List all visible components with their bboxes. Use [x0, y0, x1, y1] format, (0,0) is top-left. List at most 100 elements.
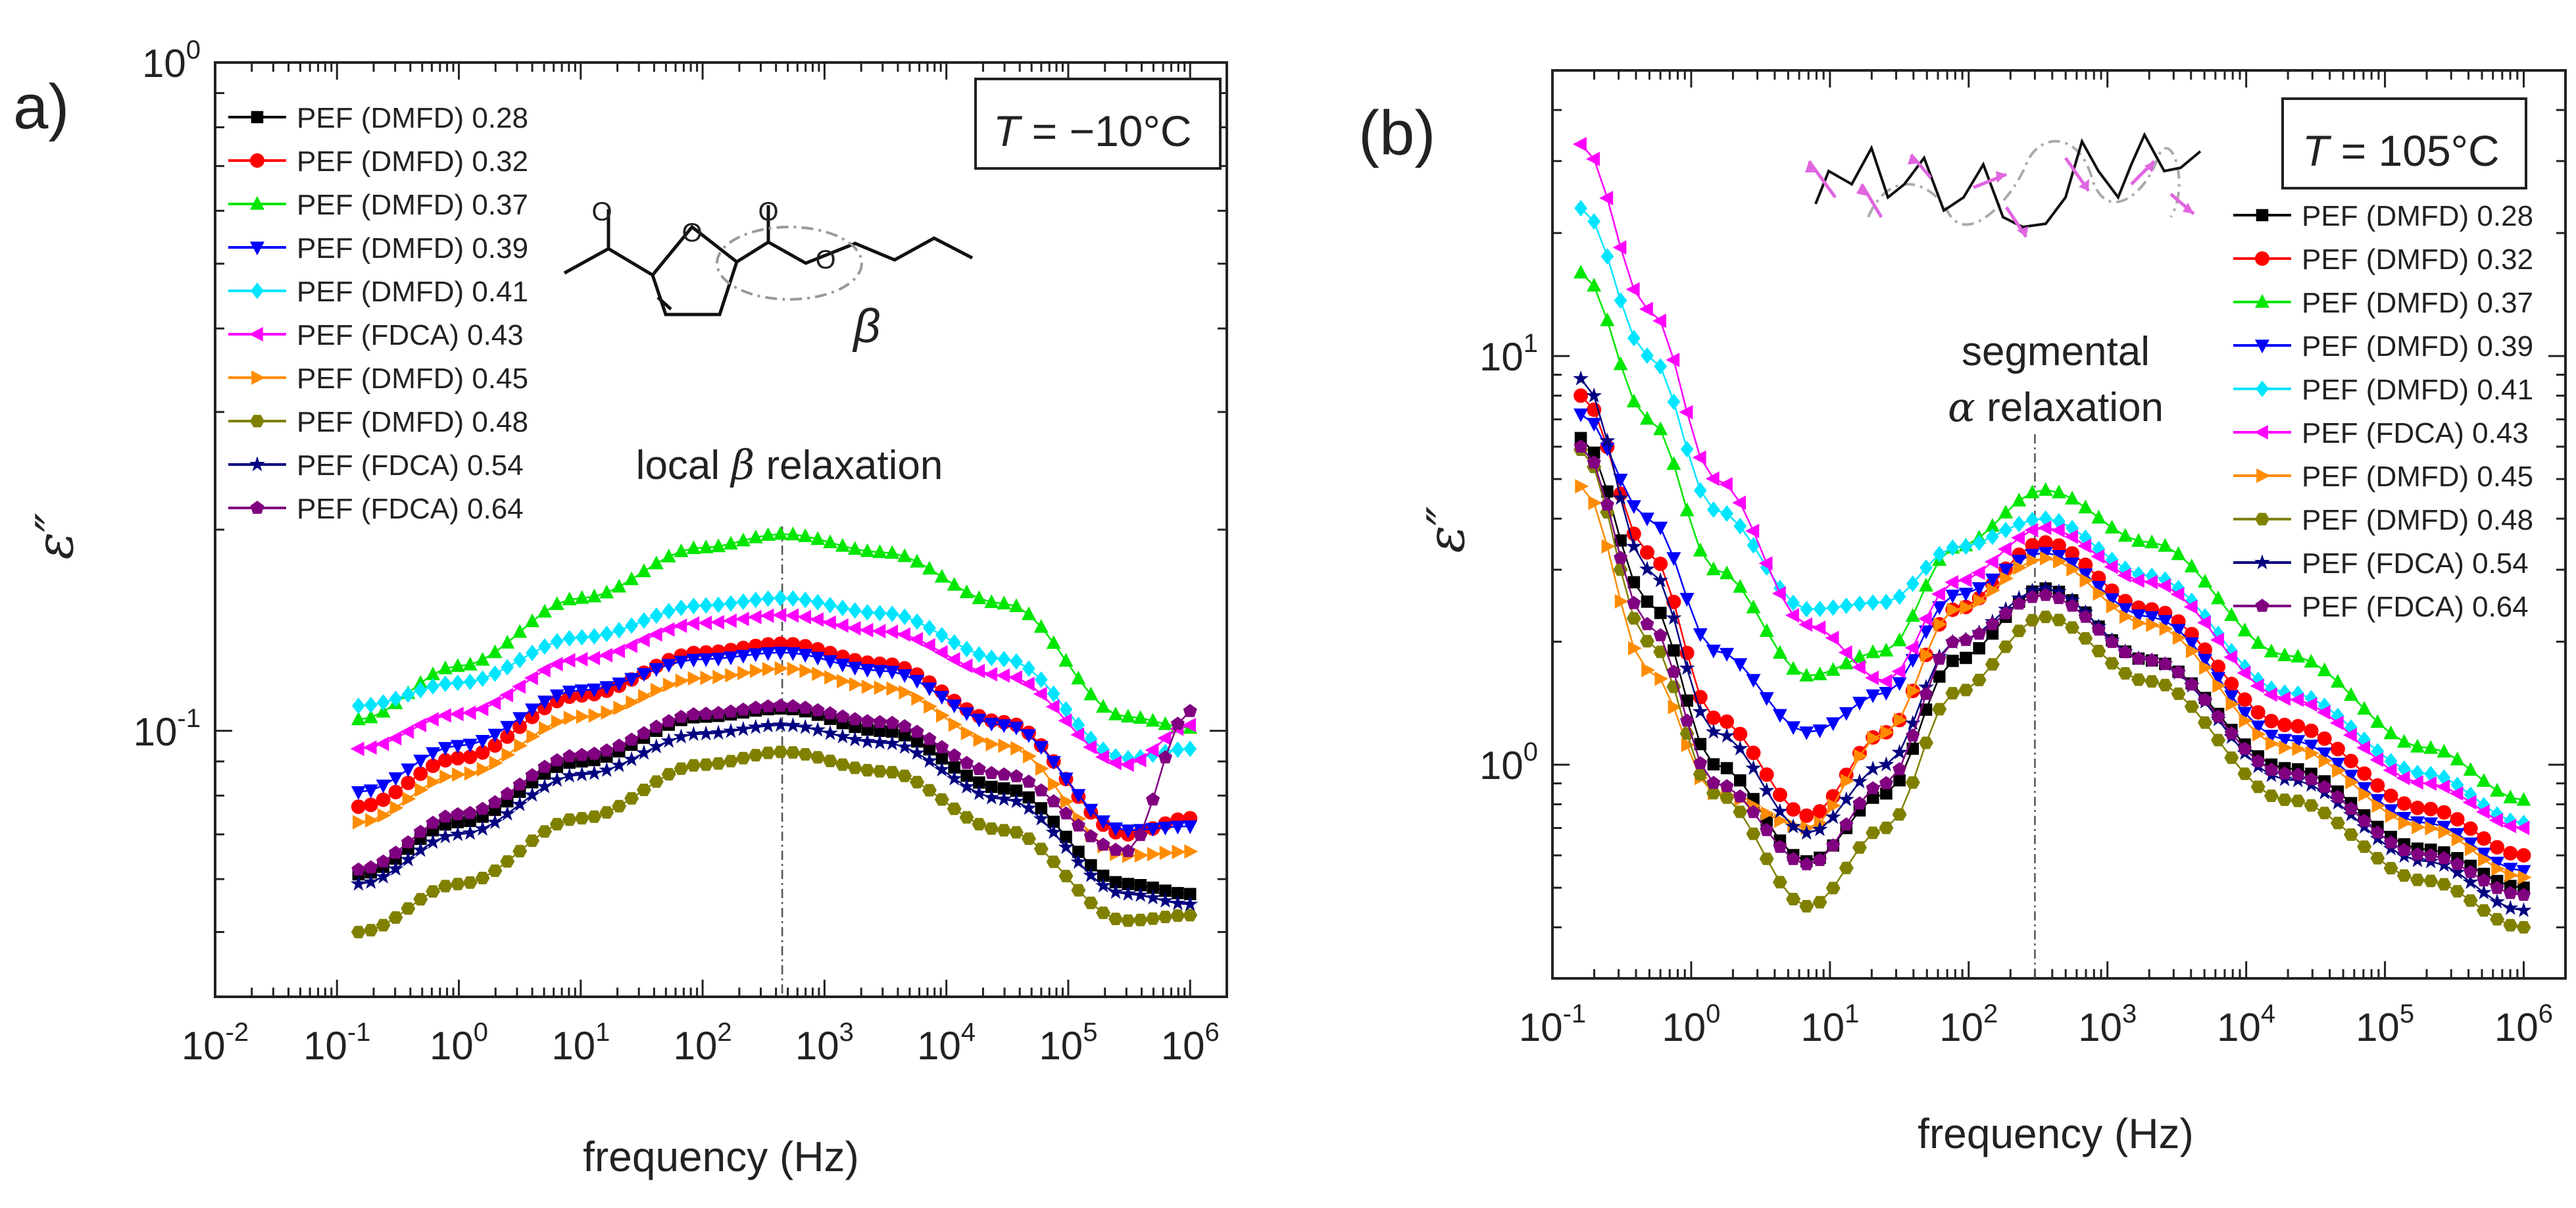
data-point [662, 768, 676, 780]
data-point [1158, 911, 1173, 923]
data-point [600, 626, 613, 642]
data-point [787, 662, 801, 676]
data-point [1170, 909, 1185, 922]
panel-a-label: a) [13, 72, 69, 142]
data-point [712, 597, 725, 613]
data-point [625, 617, 638, 634]
data-point [1133, 914, 1148, 926]
data-point [676, 674, 689, 688]
data-point [1600, 497, 1614, 511]
data-point [475, 820, 491, 836]
data-point [1627, 393, 1641, 407]
legend-label: PEF (FDCA) 0.54 [2302, 547, 2529, 580]
data-point [1573, 409, 1588, 422]
data-point [935, 569, 949, 583]
data-point [698, 616, 712, 630]
data-point [675, 599, 688, 616]
data-point [476, 670, 489, 687]
data-point [2185, 559, 2199, 572]
data-point [998, 738, 1012, 753]
data-point [1653, 522, 1668, 536]
data-point [412, 718, 426, 732]
data-point [1826, 662, 1841, 676]
legend-entry: PEF (DMFD) 0.28 [2233, 200, 2533, 232]
data-point [774, 699, 787, 712]
legend-entry: PEF (DMFD) 0.39 [228, 232, 528, 264]
data-point [1720, 648, 1734, 662]
legend-marker [2256, 599, 2269, 612]
data-point [2171, 546, 2186, 560]
data-point [2490, 783, 2504, 797]
data-point [2238, 692, 2252, 707]
legend-entry: PEF (DMFD) 0.32 [2233, 243, 2533, 276]
data-point [1906, 776, 1920, 789]
panel-b-annotation-line2: α relaxation [1948, 383, 2164, 431]
data-series [1575, 432, 2530, 894]
data-point [874, 680, 888, 695]
data-point [587, 811, 601, 823]
data-point [586, 651, 600, 665]
data-point [1852, 697, 1867, 711]
data-point [948, 634, 961, 651]
data-point [874, 605, 887, 621]
data-point [563, 630, 576, 647]
data-point [662, 603, 676, 619]
data-series [1575, 479, 2531, 884]
data-point [1959, 633, 1973, 646]
data-point [1906, 728, 1920, 742]
data-point [1010, 741, 1024, 755]
data-point [2144, 675, 2159, 688]
data-point [427, 775, 441, 790]
x-tick-label: 104 [2217, 999, 2275, 1049]
data-point [2131, 674, 2146, 686]
data-point [2477, 773, 2491, 787]
data-point [1840, 597, 1853, 614]
data-point [736, 752, 751, 765]
data-point [1985, 617, 1999, 630]
legend-label: PEF (FDCA) 0.43 [2302, 417, 2529, 449]
data-point [897, 628, 910, 642]
data-point [351, 926, 366, 938]
figure: a) 10-2 10-1 100 101 102 103 104 105 10610-1100 … [0, 0, 2576, 1208]
data-point [501, 787, 514, 800]
data-point [1573, 388, 1588, 403]
data-point [2291, 719, 2305, 734]
data-point [785, 746, 800, 759]
data-point [972, 818, 986, 830]
data-point [549, 657, 563, 671]
data-point [1010, 769, 1024, 782]
data-point [437, 708, 451, 722]
data-point [464, 767, 478, 781]
data-point [1693, 543, 1708, 557]
data-point [997, 824, 1011, 836]
data-point [1826, 717, 1841, 731]
data-point [625, 732, 639, 745]
data-point [983, 667, 997, 682]
data-point [760, 609, 774, 623]
legend-entry: PEF (DMFD) 0.41 [2233, 374, 2533, 406]
data-point [624, 639, 637, 653]
data-point [526, 729, 540, 743]
x-tick-label: 10-2 [182, 1018, 249, 1068]
data-point [898, 609, 911, 625]
data-point [376, 793, 391, 807]
data-point [685, 617, 699, 631]
data-point [426, 678, 439, 695]
data-point [688, 671, 702, 686]
panel-a-legend: PEF (DMFD) 0.28PEF (DMFD) 0.32PEF (DMFD)… [228, 102, 528, 525]
data-point [1971, 566, 1985, 580]
data-point [1059, 870, 1074, 882]
data-point [749, 591, 762, 608]
data-point [1785, 608, 1799, 622]
data-point [451, 807, 464, 820]
panel-a-x-axis-label: frequency (Hz) [583, 1133, 859, 1180]
data-point [475, 702, 489, 717]
data-point [2277, 718, 2292, 732]
data-point [823, 755, 837, 767]
data-point [363, 740, 377, 755]
data-point [824, 706, 837, 719]
data-point [1022, 607, 1036, 620]
data-point [910, 776, 924, 788]
legend-entry: PEF (FDCA) 0.64 [2233, 591, 2529, 623]
data-point [2437, 878, 2451, 891]
